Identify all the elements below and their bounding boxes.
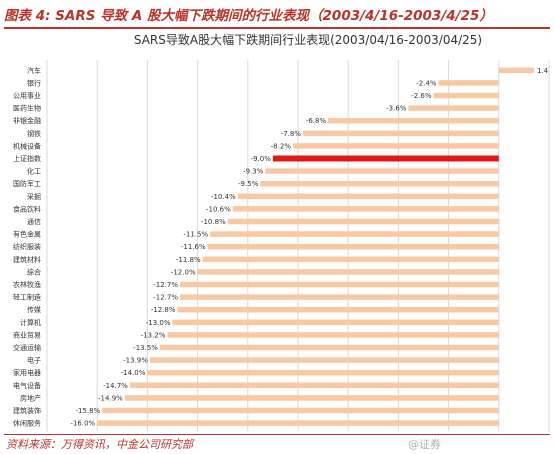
value-label: -12.8% (151, 306, 176, 314)
chart-value-labels: 1.4 -2.4% -2.6% -3.6% -6.8% -7.8% -8.2% -9.0% -9… (70, 67, 548, 428)
bar (292, 143, 499, 149)
category-label: 商业贸易 (13, 330, 41, 339)
value-label: -9.5% (238, 180, 259, 188)
bar (265, 168, 499, 174)
source-note: 资料来源：万得资讯，中金公司研究部 (6, 438, 193, 451)
bar (149, 357, 499, 363)
bar (272, 155, 499, 162)
value-label: -12.7% (153, 281, 178, 289)
value-label: -7.8% (281, 130, 302, 138)
category-label: 钢铁 (27, 129, 41, 138)
value-label: -12.7% (153, 294, 178, 302)
bar (180, 294, 499, 300)
chart-title: SARS导致A股大幅下跌期间行业表现(2003/04/16-2003/04/25… (134, 32, 482, 47)
bar (303, 130, 499, 137)
bar (197, 269, 499, 275)
category-label: 房地产 (20, 393, 41, 402)
category-label: 交通运输 (13, 343, 41, 352)
figure-title: 图表 4: SARS 导致 A 股大幅下跌期间的行业表现（2003/4/16-2… (4, 8, 493, 24)
category-label: 传媒 (27, 305, 41, 314)
value-label: -14.9% (98, 394, 123, 402)
value-label: -16.0% (70, 420, 95, 428)
category-label: 电子 (27, 356, 41, 365)
category-label: 农林牧渔 (13, 280, 41, 289)
bar (159, 344, 499, 351)
value-label: -3.6% (386, 105, 407, 113)
value-label: -10.8% (201, 218, 226, 226)
value-label: -9.0% (251, 155, 272, 163)
value-label: -11.5% (183, 231, 208, 239)
value-label: -2.4% (416, 79, 437, 87)
value-label: -13.2% (141, 331, 166, 339)
bar (167, 332, 499, 338)
bar (97, 420, 499, 426)
bar (147, 369, 499, 376)
value-label: -15.8% (75, 407, 100, 415)
bar (260, 180, 499, 187)
category-label: 公用事业 (13, 91, 41, 100)
value-label: -14.0% (121, 369, 146, 377)
category-label: 综合 (27, 267, 41, 276)
category-label: 通信 (27, 217, 41, 226)
category-label: 建筑材料 (13, 255, 41, 264)
category-label: 建筑装饰 (13, 406, 41, 415)
value-label: -10.4% (211, 193, 236, 201)
value-label: -13.9% (123, 357, 148, 365)
category-label: 有色金属 (13, 230, 41, 239)
chart-bars (97, 67, 534, 426)
bar (180, 281, 499, 288)
category-label: 电气设备 (13, 381, 41, 390)
value-label: -2.6% (411, 92, 432, 100)
category-label: 化工 (27, 167, 41, 176)
bar (237, 193, 499, 200)
category-label: 上证指数 (13, 154, 41, 163)
category-label: 采掘 (27, 192, 41, 201)
category-label: 食品饮料 (13, 204, 41, 213)
bar (438, 80, 499, 86)
value-label: -10.6% (206, 205, 231, 213)
category-label: 纺织服装 (13, 242, 41, 251)
bar (232, 206, 499, 212)
bar (227, 218, 499, 225)
footer-divider (4, 434, 550, 435)
bar (433, 92, 499, 99)
value-label: -11.8% (176, 256, 201, 264)
category-label: 银行 (27, 78, 41, 87)
bar (202, 256, 499, 263)
category-label: 家用电器 (13, 368, 41, 377)
category-label: 医药生物 (13, 104, 41, 113)
category-label: 汽车 (27, 66, 41, 75)
category-label: 轻工制造 (13, 293, 41, 302)
title-divider (4, 27, 550, 29)
bar (124, 395, 499, 401)
category-label: 休闲服务 (13, 419, 41, 428)
bar (210, 231, 499, 237)
bar (172, 319, 499, 326)
value-label: -8.2% (271, 142, 292, 150)
bar (102, 407, 499, 414)
value-label: -6.8% (306, 117, 327, 125)
value-label: -9.3% (243, 168, 264, 176)
bar (207, 243, 499, 250)
category-label: 非银金融 (13, 116, 41, 125)
watermark-text: @证券 (408, 438, 441, 451)
category-label: 机械设备 (13, 141, 41, 150)
value-label: -11.6% (181, 243, 206, 251)
value-label: -14.7% (103, 382, 128, 390)
bar (177, 306, 499, 313)
value-label: -12.0% (171, 268, 196, 276)
chart-category-labels: 汽车银行公用事业医药生物非银金融钢铁机械设备上证指数化工国防军工采掘食品饮料通信… (13, 66, 41, 428)
value-label: -13.0% (146, 319, 171, 327)
bar (129, 382, 499, 389)
value-label: 1.4 (537, 67, 549, 75)
bar-chart: SARS导致A股大幅下跌期间行业表现(2003/04/16-2003/04/25… (13, 32, 550, 432)
category-label: 国防军工 (13, 179, 41, 188)
bar (328, 117, 499, 124)
bar (498, 67, 534, 74)
bar (408, 105, 499, 111)
category-label: 计算机 (20, 318, 41, 327)
value-label: -13.5% (133, 344, 158, 352)
